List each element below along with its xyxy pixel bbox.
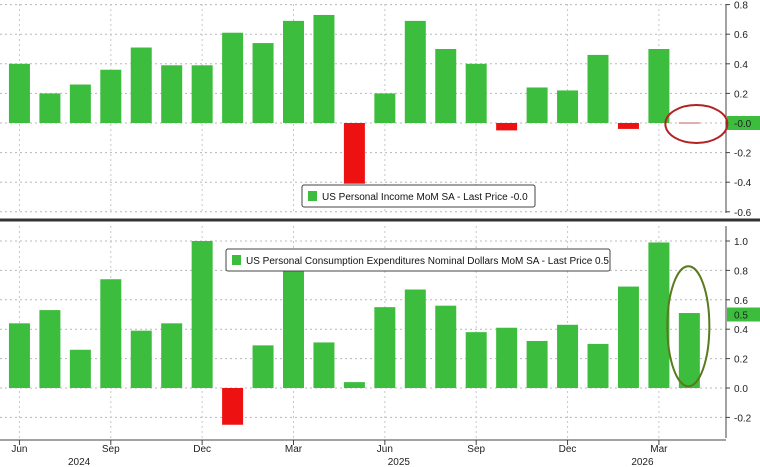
bar <box>8 323 30 388</box>
bar <box>222 388 244 425</box>
legend-label: US Personal Consumption Expenditures Nom… <box>246 256 609 267</box>
highlight-ellipse <box>666 265 711 388</box>
y-tick-label: 0.4 <box>734 325 748 336</box>
bar <box>557 90 579 123</box>
highlight-ellipse <box>664 104 729 144</box>
bar <box>191 65 213 123</box>
x-tick-label: Sep <box>467 444 485 455</box>
bar <box>343 123 365 184</box>
legend-swatch <box>232 255 241 265</box>
bar <box>526 87 548 123</box>
y-tick-label: 0.2 <box>734 355 748 366</box>
bar <box>678 313 700 388</box>
bar <box>191 241 213 388</box>
y-tick-label: 0.8 <box>734 1 748 12</box>
x-year-label: 2025 <box>388 457 411 467</box>
bar <box>69 84 91 123</box>
bar <box>39 93 61 123</box>
bar <box>435 49 457 123</box>
bar <box>404 20 426 124</box>
bar <box>283 270 304 388</box>
legend-box <box>301 184 536 208</box>
panel-top: 0.80.60.40.2-0.0-0.2-0.4-0.6-0.0US Perso… <box>0 1 760 219</box>
bar <box>557 324 579 388</box>
bar <box>100 279 122 388</box>
bar <box>465 63 487 123</box>
bar <box>313 342 335 388</box>
x-tick-label: Dec <box>193 444 211 455</box>
bar <box>404 289 426 388</box>
x-year-label: 2026 <box>631 457 654 467</box>
y-tick-label: -0.6 <box>734 208 752 219</box>
y-tick-label: -0.4 <box>734 178 752 189</box>
y-tick-label: 0.0 <box>734 384 748 395</box>
x-year-label: 2024 <box>68 457 91 467</box>
panel-bottom: 1.0 0.8 0.6 0.4 0.2 0.0 -0.2 0.5 US Personal Con… <box>0 226 760 438</box>
bar <box>587 343 609 388</box>
y-tick-label: 0.6 <box>734 296 748 307</box>
bar <box>617 123 639 129</box>
y-tick-label: -0.2 <box>734 413 752 424</box>
last-price-label: -0.0 <box>734 119 752 130</box>
y-tick-label: 0.2 <box>734 89 748 100</box>
bar <box>130 47 152 123</box>
bar <box>161 323 183 388</box>
last-price-label: 0.5 <box>734 311 748 322</box>
last-price-badge <box>727 116 760 130</box>
bar <box>374 93 396 123</box>
bar <box>252 43 274 123</box>
bar <box>222 32 244 123</box>
y-tick-label: 0.8 <box>734 266 748 277</box>
bar <box>161 65 183 123</box>
x-tick-label: Sep <box>102 444 120 455</box>
bar <box>69 349 91 388</box>
bar <box>648 49 670 123</box>
x-tick-label: Mar <box>285 444 303 455</box>
bar <box>617 286 639 388</box>
x-tick-label: Mar <box>650 444 668 455</box>
legend-label: US Personal Income MoM SA - Last Price -… <box>322 192 528 203</box>
x-tick-label: Jun <box>377 444 393 455</box>
y-tick-label: 0.6 <box>734 30 748 41</box>
bar <box>496 327 518 388</box>
bar <box>283 20 304 124</box>
y-tick-label: -0.2 <box>734 149 752 160</box>
legend-swatch <box>308 191 317 201</box>
bar <box>496 123 518 131</box>
bar <box>374 307 396 388</box>
bar <box>587 54 609 123</box>
bar <box>526 340 548 388</box>
legend-box <box>225 248 611 272</box>
bar <box>252 345 274 388</box>
bar <box>39 310 61 388</box>
y-tick-label: 0.4 <box>734 60 748 71</box>
x-tick-label: Dec <box>559 444 577 455</box>
bar <box>648 242 670 388</box>
bar <box>343 382 365 388</box>
bar <box>130 330 152 388</box>
bar <box>465 332 487 388</box>
x-tick-label: Jun <box>11 444 27 455</box>
bar <box>435 305 457 388</box>
bar <box>100 69 122 123</box>
last-price-badge <box>727 307 760 322</box>
bar <box>8 63 30 123</box>
bar <box>313 14 335 124</box>
y-tick-label: 1.0 <box>734 237 748 248</box>
